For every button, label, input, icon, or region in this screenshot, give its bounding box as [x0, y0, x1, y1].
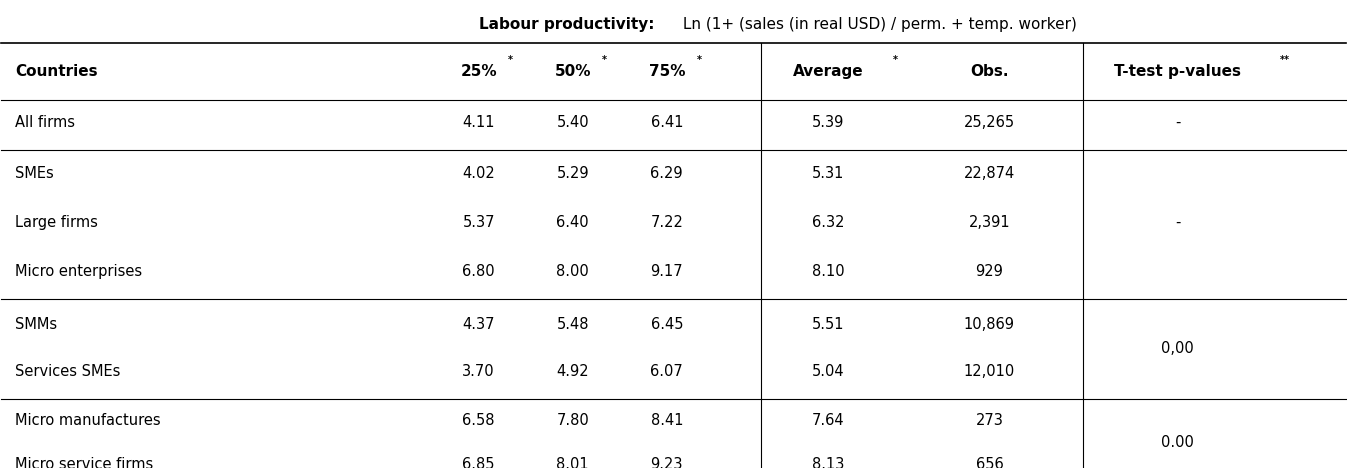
Text: 10,869: 10,869: [964, 317, 1014, 332]
Text: 5.37: 5.37: [462, 215, 494, 230]
Text: 12,010: 12,010: [963, 364, 1016, 379]
Text: 6.29: 6.29: [651, 166, 683, 181]
Text: 8.01: 8.01: [556, 457, 589, 468]
Text: 929: 929: [975, 264, 1004, 279]
Text: 7.80: 7.80: [556, 413, 589, 428]
Text: Ln (1+ (sales (in real USD) / perm. + temp. worker): Ln (1+ (sales (in real USD) / perm. + te…: [678, 17, 1076, 32]
Text: 4.02: 4.02: [462, 166, 494, 181]
Text: 4.92: 4.92: [556, 364, 589, 379]
Text: 6.80: 6.80: [462, 264, 494, 279]
Text: 273: 273: [975, 413, 1004, 428]
Text: 75%: 75%: [648, 64, 686, 79]
Text: 3.70: 3.70: [462, 364, 494, 379]
Text: Obs.: Obs.: [970, 64, 1009, 79]
Text: 9.23: 9.23: [651, 457, 683, 468]
Text: 4.11: 4.11: [462, 115, 494, 130]
Text: 5.39: 5.39: [812, 115, 845, 130]
Text: 6.58: 6.58: [462, 413, 494, 428]
Text: Micro service firms: Micro service firms: [15, 457, 154, 468]
Text: 50%: 50%: [555, 64, 591, 79]
Text: -: -: [1175, 115, 1180, 130]
Text: Micro enterprises: Micro enterprises: [15, 264, 141, 279]
Text: 5.29: 5.29: [556, 166, 589, 181]
Text: T-test p-values: T-test p-values: [1114, 64, 1241, 79]
Text: SMMs: SMMs: [15, 317, 57, 332]
Text: *: *: [602, 55, 607, 65]
Text: All firms: All firms: [15, 115, 75, 130]
Text: 6.85: 6.85: [462, 457, 494, 468]
Text: 8.13: 8.13: [812, 457, 845, 468]
Text: 5.48: 5.48: [556, 317, 589, 332]
Text: 8.41: 8.41: [651, 413, 683, 428]
Text: 6.32: 6.32: [812, 215, 845, 230]
Text: 8.10: 8.10: [812, 264, 845, 279]
Text: 9.17: 9.17: [651, 264, 683, 279]
Text: 7.64: 7.64: [812, 413, 845, 428]
Text: *: *: [696, 55, 702, 65]
Text: 8.00: 8.00: [556, 264, 589, 279]
Text: 5.31: 5.31: [812, 166, 845, 181]
Text: 22,874: 22,874: [963, 166, 1016, 181]
Text: 0,00: 0,00: [1161, 341, 1193, 356]
Text: Micro manufactures: Micro manufactures: [15, 413, 160, 428]
Text: SMEs: SMEs: [15, 166, 54, 181]
Text: 4.37: 4.37: [462, 317, 494, 332]
Text: 6.07: 6.07: [651, 364, 683, 379]
Text: -: -: [1175, 215, 1180, 230]
Text: 25%: 25%: [461, 64, 497, 79]
Text: 5.04: 5.04: [812, 364, 845, 379]
Text: Countries: Countries: [15, 64, 97, 79]
Text: Services SMEs: Services SMEs: [15, 364, 120, 379]
Text: Large firms: Large firms: [15, 215, 98, 230]
Text: 2,391: 2,391: [968, 215, 1010, 230]
Text: Average: Average: [793, 64, 863, 79]
Text: 6.41: 6.41: [651, 115, 683, 130]
Text: 7.22: 7.22: [651, 215, 683, 230]
Text: *: *: [508, 55, 513, 65]
Text: 0.00: 0.00: [1161, 435, 1193, 450]
Text: 5.51: 5.51: [812, 317, 845, 332]
Text: **: **: [1280, 55, 1289, 65]
Text: 6.40: 6.40: [556, 215, 589, 230]
Text: 25,265: 25,265: [964, 115, 1014, 130]
Text: 656: 656: [975, 457, 1004, 468]
Text: 5.40: 5.40: [556, 115, 589, 130]
Text: Labour productivity:: Labour productivity:: [478, 17, 655, 32]
Text: *: *: [893, 55, 897, 65]
Text: 6.45: 6.45: [651, 317, 683, 332]
